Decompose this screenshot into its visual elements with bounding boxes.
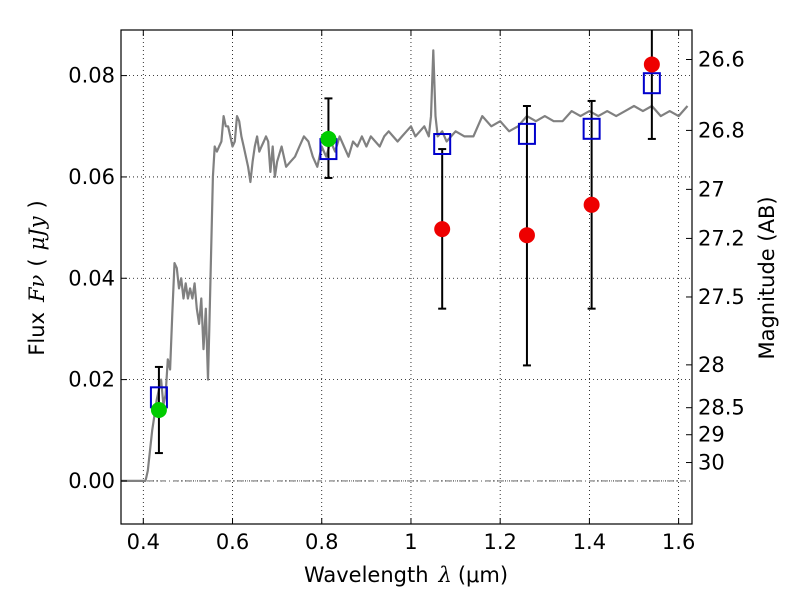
- x-tick-label: 1.6: [662, 530, 695, 554]
- magnitude-tick-label: 26.8: [698, 118, 745, 142]
- detection-marker: [320, 130, 337, 147]
- x-tick-label: 0.4: [127, 530, 160, 554]
- magnitude-tick-label: 27: [698, 177, 725, 201]
- y-tick-label: 0.06: [68, 165, 115, 189]
- x-tick-label: 0.6: [216, 530, 249, 554]
- magnitude-tick-label: 30: [698, 451, 725, 475]
- x-tick-label: 1: [404, 530, 417, 554]
- magnitude-tick-label: 28.5: [698, 396, 745, 420]
- model-sed-line: [121, 49, 689, 482]
- y-axis-label: FluxFν(μJy): [25, 200, 49, 355]
- flux-measurement-marker: [583, 196, 600, 213]
- y-tick-label: 0.02: [68, 368, 115, 392]
- magnitude-tick-label: 27.2: [698, 226, 745, 250]
- plot-frame: [120, 29, 693, 525]
- y-tick-label: 0.04: [68, 266, 115, 290]
- plot-area: [121, 30, 692, 482]
- flux-measurement-marker: [434, 221, 451, 238]
- axis-ticks: 0.4 0.6 0.8 1 1.2 1.4 1.6 0.00 0.02 0.04 0.06 0.08 2…: [68, 30, 745, 554]
- y-tick-label: 0.08: [68, 64, 115, 88]
- flux-measurement-marker: [518, 227, 535, 244]
- model-photometry-marker: [582, 117, 601, 140]
- magnitude-tick-label: 26.6: [698, 48, 745, 72]
- detection-marker: [150, 402, 167, 418]
- model-photometry-marker: [642, 72, 661, 95]
- magnitude-tick-label: 29: [698, 423, 725, 447]
- x-tick-label: 1.4: [573, 530, 606, 554]
- magnitude-tick-label: 28: [698, 353, 725, 377]
- grid-lines: [121, 30, 692, 524]
- model-photometry-marker: [517, 122, 536, 145]
- magnitude-axis-label: Magnitude (AB): [755, 196, 779, 359]
- model-photometry-marker: [433, 133, 452, 155]
- x-axis-label: Wavelength λ (μm): [304, 563, 508, 587]
- y-tick-label: 0.00: [68, 469, 115, 493]
- magnitude-tick-label: 27.5: [698, 285, 745, 309]
- flux-measurement-marker: [643, 56, 660, 73]
- x-tick-label: 1.2: [483, 530, 516, 554]
- x-tick-label: 0.8: [305, 530, 338, 554]
